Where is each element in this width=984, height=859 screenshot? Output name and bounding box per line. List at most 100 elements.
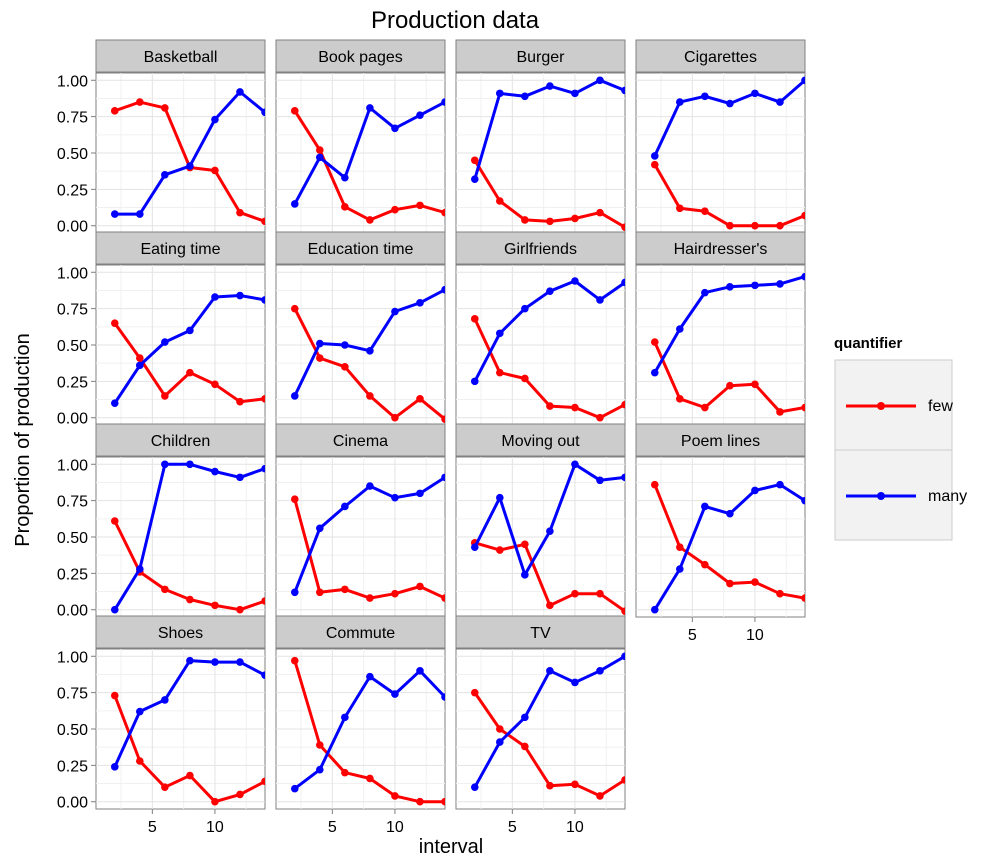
data-point-few: [261, 217, 265, 226]
data-point-many: [366, 482, 374, 490]
data-point-few: [186, 368, 194, 377]
data-point-few: [470, 156, 479, 165]
y-tick-label: 1.00: [57, 265, 88, 282]
facet-strip: [275, 231, 446, 265]
legend-marker-many: [877, 492, 885, 500]
data-point-many: [161, 460, 169, 469]
data-point-few: [751, 578, 759, 586]
series-group: [290, 285, 445, 423]
series-group: [290, 656, 445, 806]
data-point-many: [470, 377, 479, 386]
data-point-many: [416, 489, 424, 498]
data-point-many: [186, 460, 194, 469]
data-point-many: [110, 763, 119, 771]
data-point-many: [136, 210, 144, 218]
data-point-few: [441, 415, 445, 423]
data-point-many: [776, 480, 784, 489]
series-group: [110, 460, 265, 614]
data-point-few: [391, 589, 399, 598]
legend-title: quantifier: [834, 335, 902, 352]
data-point-many: [801, 496, 805, 505]
data-point-many: [186, 656, 194, 665]
data-point-many: [161, 171, 169, 179]
data-point-many: [186, 162, 194, 170]
facet-panel: Education time: [275, 231, 446, 426]
y-tick-label: 0.25: [57, 374, 88, 391]
data-point-few: [290, 495, 299, 503]
data-point-many: [470, 175, 479, 183]
data-point-many: [316, 765, 324, 774]
facet-strip: [275, 423, 446, 457]
data-point-few: [776, 221, 784, 230]
data-point-few: [236, 790, 244, 799]
data-point-few: [676, 395, 684, 403]
data-point-few: [801, 594, 805, 602]
data-point-few: [186, 771, 194, 780]
data-point-many: [470, 783, 479, 791]
data-point-many: [316, 339, 324, 348]
data-point-many: [416, 299, 424, 307]
y-tick-label: 0.25: [57, 758, 88, 775]
data-point-few: [596, 589, 604, 598]
facet-strip: [635, 423, 806, 457]
data-point-few: [316, 146, 324, 154]
data-point-few: [621, 223, 625, 231]
facet-panel: Girlfriends: [455, 231, 626, 426]
y-tick-label: 0.50: [57, 722, 88, 739]
data-point-many: [211, 658, 219, 666]
data-point-few: [316, 588, 324, 597]
data-point-many: [650, 368, 659, 377]
data-point-few: [596, 208, 604, 217]
data-point-few: [571, 589, 579, 598]
data-point-many: [521, 713, 529, 722]
data-point-few: [136, 757, 144, 765]
series-group: [470, 652, 625, 800]
facet-title-basketball: Basketball: [144, 49, 218, 66]
data-point-few: [751, 221, 759, 230]
data-point-many: [596, 296, 604, 304]
y-tick-label: 0.50: [57, 338, 88, 355]
facet-panel: Commute 5 10: [275, 615, 446, 836]
data-point-many: [290, 588, 299, 597]
data-point-few: [776, 589, 784, 598]
facet-strip: [95, 423, 266, 457]
data-point-many: [776, 280, 784, 288]
data-point-many: [801, 272, 805, 281]
data-point-few: [136, 98, 144, 106]
data-point-few: [161, 104, 169, 112]
data-point-many: [571, 89, 579, 98]
facet-strip: [95, 39, 266, 73]
data-point-few: [236, 397, 244, 406]
data-point-few: [546, 217, 554, 226]
data-point-many: [726, 99, 734, 108]
data-point-many: [441, 98, 445, 106]
data-point-few: [470, 688, 479, 697]
data-point-many: [236, 291, 244, 300]
data-point-few: [521, 374, 529, 383]
data-point-many: [261, 108, 265, 117]
data-point-few: [161, 783, 169, 791]
data-point-many: [316, 153, 324, 162]
data-point-few: [161, 392, 169, 400]
data-point-many: [701, 288, 709, 297]
data-point-few: [261, 395, 265, 403]
facet-panel: TV 5 10: [455, 615, 626, 836]
data-point-few: [726, 381, 734, 390]
data-point-many: [136, 707, 144, 716]
data-point-few: [801, 211, 805, 220]
x-tick-label: 10: [566, 819, 584, 836]
facet-title-eating-time: Eating time: [140, 241, 220, 258]
data-point-few: [521, 540, 529, 549]
data-point-many: [211, 293, 219, 301]
data-point-few: [341, 363, 349, 371]
legend-label-few: few: [928, 398, 953, 415]
data-point-many: [676, 98, 684, 106]
data-point-few: [366, 216, 374, 224]
series-group: [290, 473, 445, 602]
x-tick-label: 10: [386, 819, 404, 836]
data-point-many: [261, 296, 265, 304]
data-point-many: [726, 283, 734, 291]
x-axis-label: interval: [419, 836, 483, 858]
data-point-few: [521, 742, 529, 751]
